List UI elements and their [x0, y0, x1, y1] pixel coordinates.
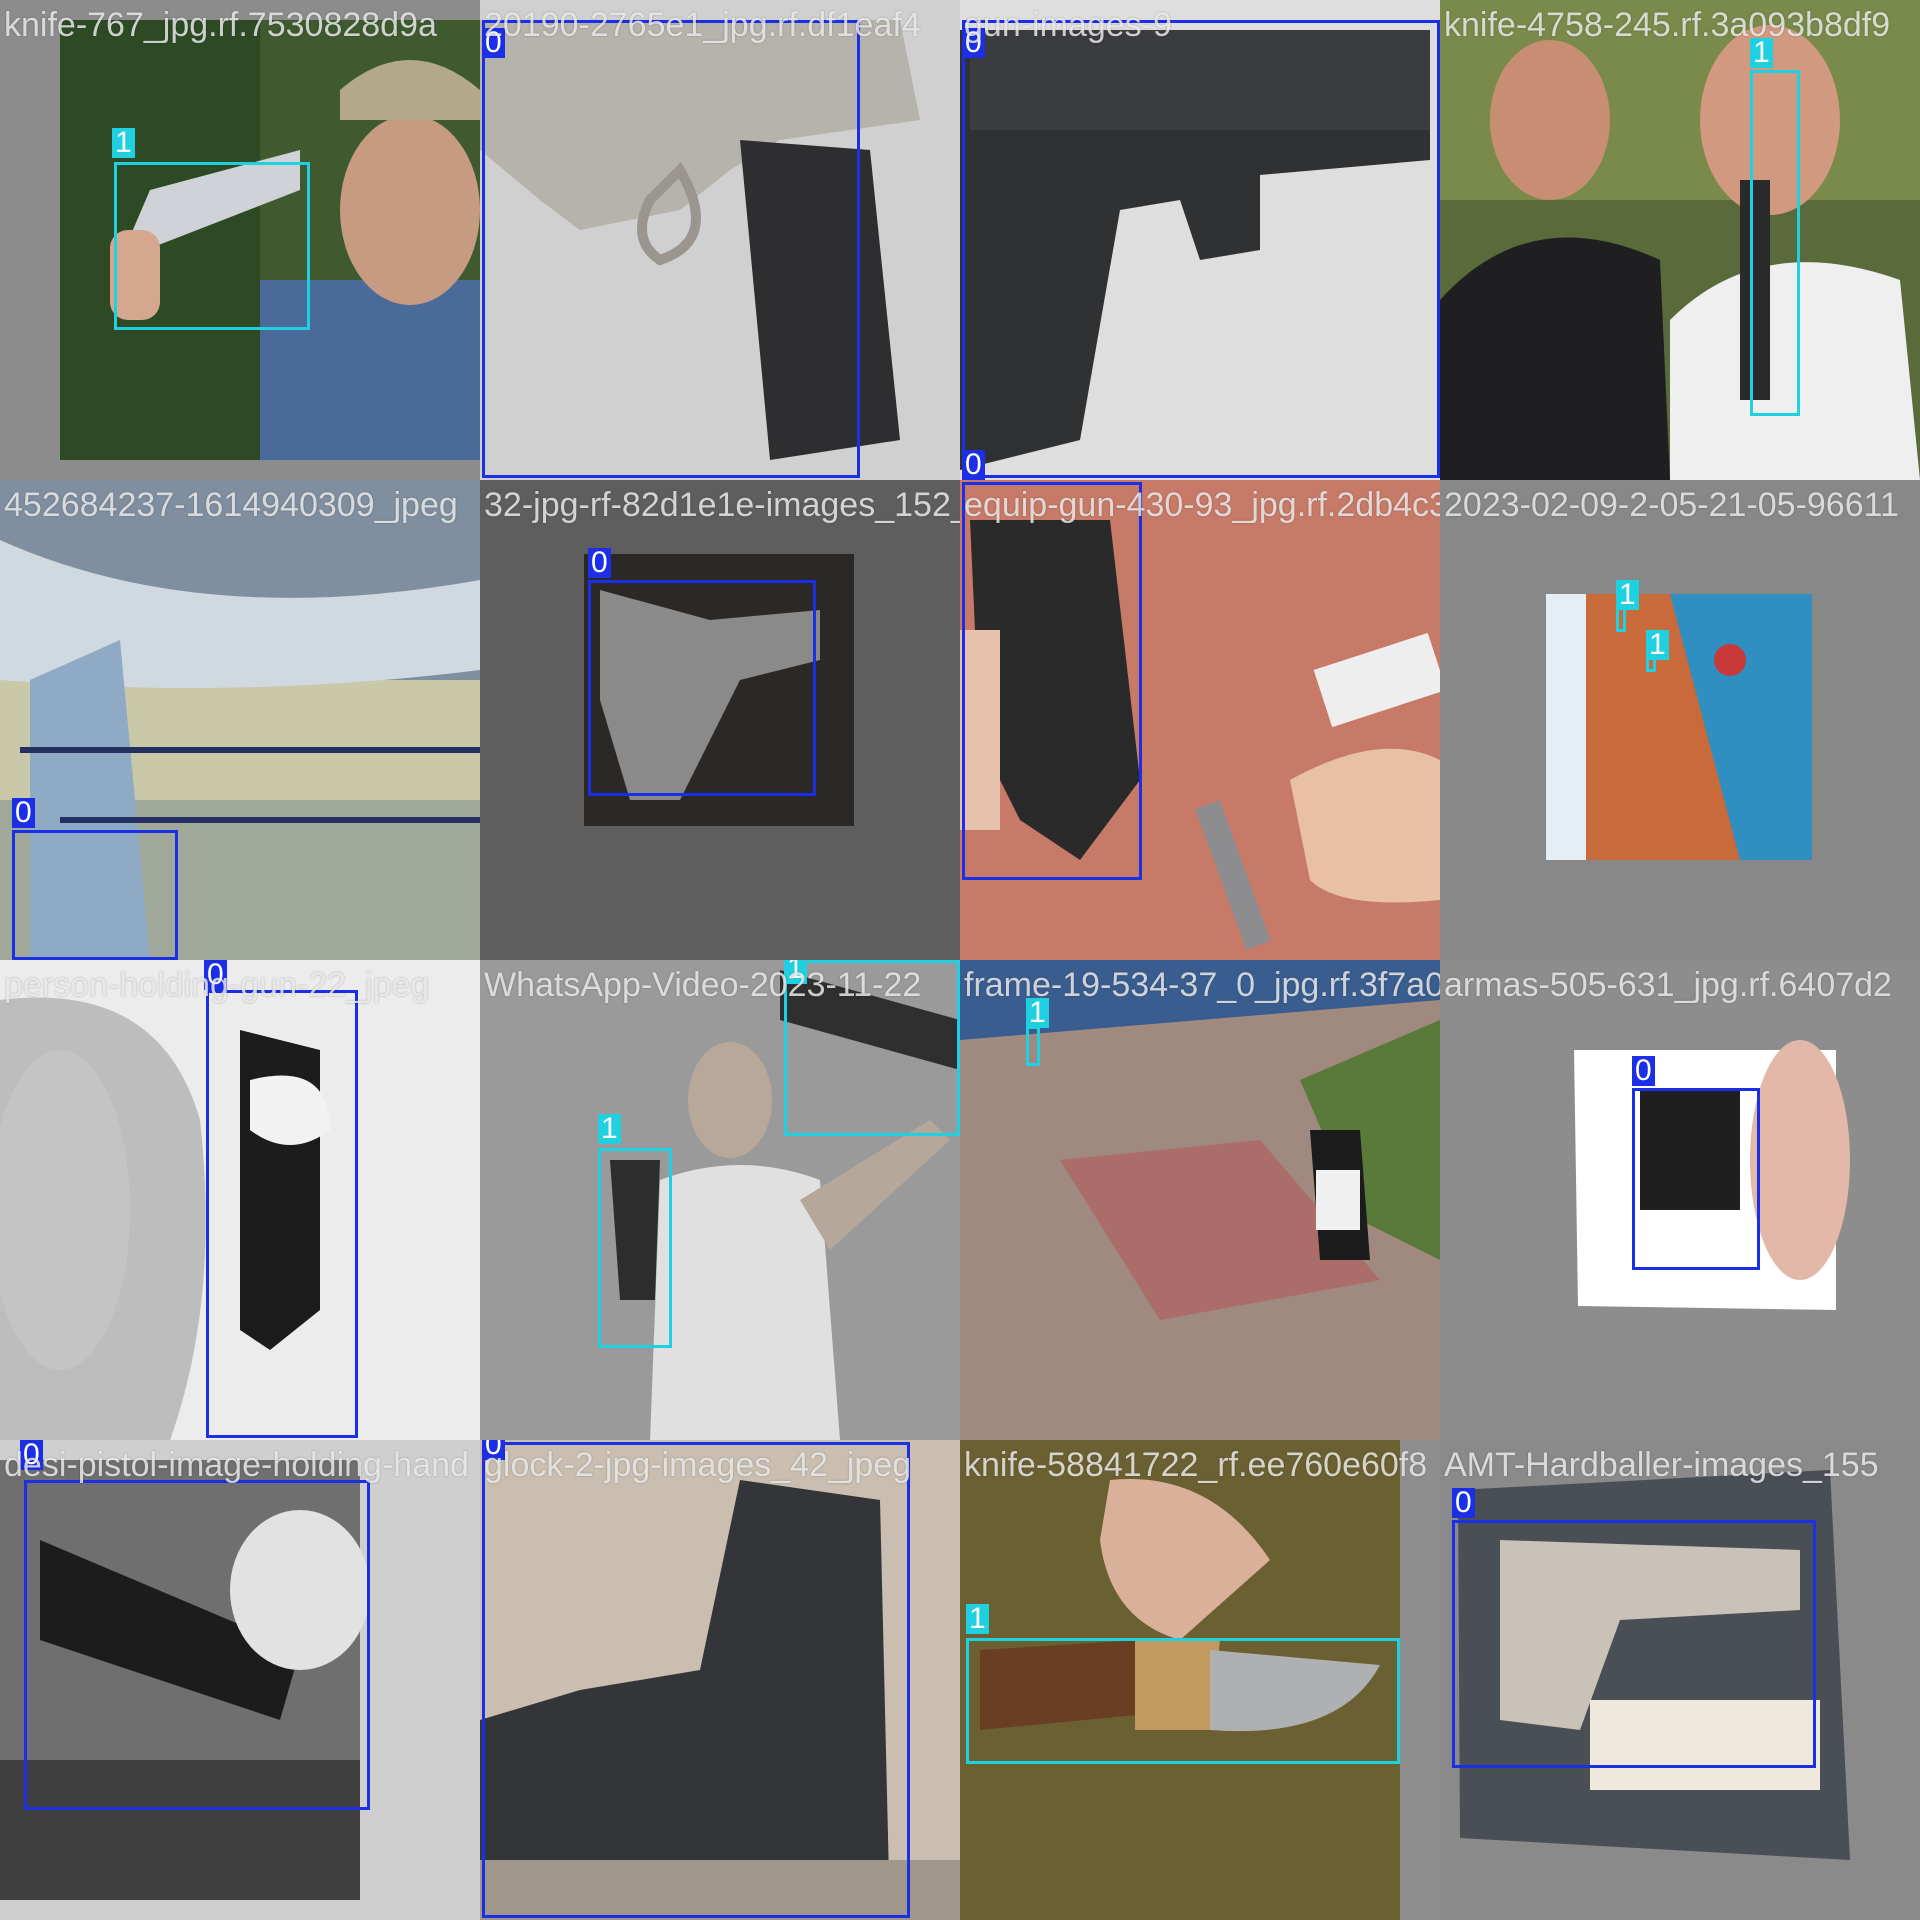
bbox-class-1	[966, 1638, 1400, 1764]
tile: knife-4758-245.rf.3a093b8df9 1	[1440, 0, 1920, 480]
bbox-label: 1	[1026, 998, 1049, 1028]
bbox-class-0	[1632, 1088, 1760, 1270]
bbox-class-0	[588, 580, 816, 796]
tile: knife-58841722_rf.ee760e60f8 1	[960, 1440, 1440, 1920]
bbox-label: 0	[482, 1440, 505, 1460]
bbox-label: 0	[962, 450, 985, 480]
bbox-label: 0	[1452, 1488, 1475, 1518]
bbox-label: 1	[112, 128, 135, 158]
bbox-class-1	[598, 1148, 672, 1348]
bbox-class-1	[1026, 1026, 1040, 1066]
tile-image	[960, 480, 1440, 960]
tile: equip-gun-430-93_jpg.rf.2db4c3b	[960, 480, 1440, 960]
bbox-label: 1	[1646, 630, 1669, 660]
bbox-label: 0	[482, 28, 505, 58]
bbox-label: 1	[598, 1114, 621, 1144]
tile: person-holding-gun-22_jpeg 0	[0, 960, 480, 1440]
bbox-label: 0	[962, 28, 985, 58]
tile-image	[480, 480, 960, 960]
bbox-class-0	[1452, 1520, 1816, 1768]
bbox-class-1	[1750, 70, 1800, 416]
tile: frame-19-534-37_0_jpg.rf.3f7a0d 1	[960, 960, 1440, 1440]
tile-image	[1440, 960, 1920, 1440]
bbox-class-0	[962, 482, 1142, 880]
bbox-class-0	[12, 830, 178, 960]
tile-image	[960, 960, 1440, 1440]
tile-image	[0, 480, 480, 960]
bbox-label: 1	[1616, 580, 1639, 610]
tile: 452684237-1614940309_jpeg 0	[0, 480, 480, 960]
bbox-class-0	[482, 20, 860, 478]
tile-image	[480, 1440, 960, 1920]
bbox-label: 0	[204, 960, 227, 990]
tile-image	[0, 1440, 480, 1920]
bbox-label: 1	[784, 960, 807, 984]
tile-image	[1440, 0, 1920, 480]
tile: armas-505-631_jpg.rf.6407d2 0	[1440, 960, 1920, 1440]
tile: 20190-2765e1_jpg.rf.df1eaf4 0	[480, 0, 960, 480]
bbox-class-0	[24, 1480, 370, 1810]
bbox-label: 1	[1750, 38, 1773, 68]
tile: WhatsApp-Video-2023-11-22 1 1	[480, 960, 960, 1440]
bbox-class-1	[784, 960, 960, 1136]
bbox-label: 0	[1632, 1056, 1655, 1086]
bbox-label: 1	[966, 1604, 989, 1634]
tile: AMT-Hardballer-images_155 0	[1440, 1440, 1920, 1920]
bbox-label: 0	[12, 798, 35, 828]
tile-image	[0, 960, 480, 1440]
tile-image	[480, 960, 960, 1440]
bbox-label: 0	[20, 1440, 43, 1470]
tile-image	[960, 1440, 1440, 1920]
tile: glock-2-jpg-images_42_jpeg 0	[480, 1440, 960, 1920]
bbox-class-0	[962, 20, 1440, 478]
bbox-class-0	[482, 1442, 910, 1918]
tile-image	[960, 0, 1440, 480]
tile-image	[0, 0, 480, 480]
bbox-label: 0	[588, 548, 611, 578]
tile: 32-jpg-rf-82d1e1e-images_152_jpeg 0	[480, 480, 960, 960]
tile-image	[480, 0, 960, 480]
tile: 2023-02-09-2-05-21-05-96611 1 1	[1440, 480, 1920, 960]
bbox-class-1	[114, 162, 310, 330]
tile: gun-images-9 0 0	[960, 0, 1440, 480]
bbox-class-0	[206, 990, 358, 1438]
tile: knife-767_jpg.rf.7530828d9a 1	[0, 0, 480, 480]
tile: desi-pistol-image-holding-hand 0	[0, 1440, 480, 1920]
tile-image	[1440, 480, 1920, 960]
